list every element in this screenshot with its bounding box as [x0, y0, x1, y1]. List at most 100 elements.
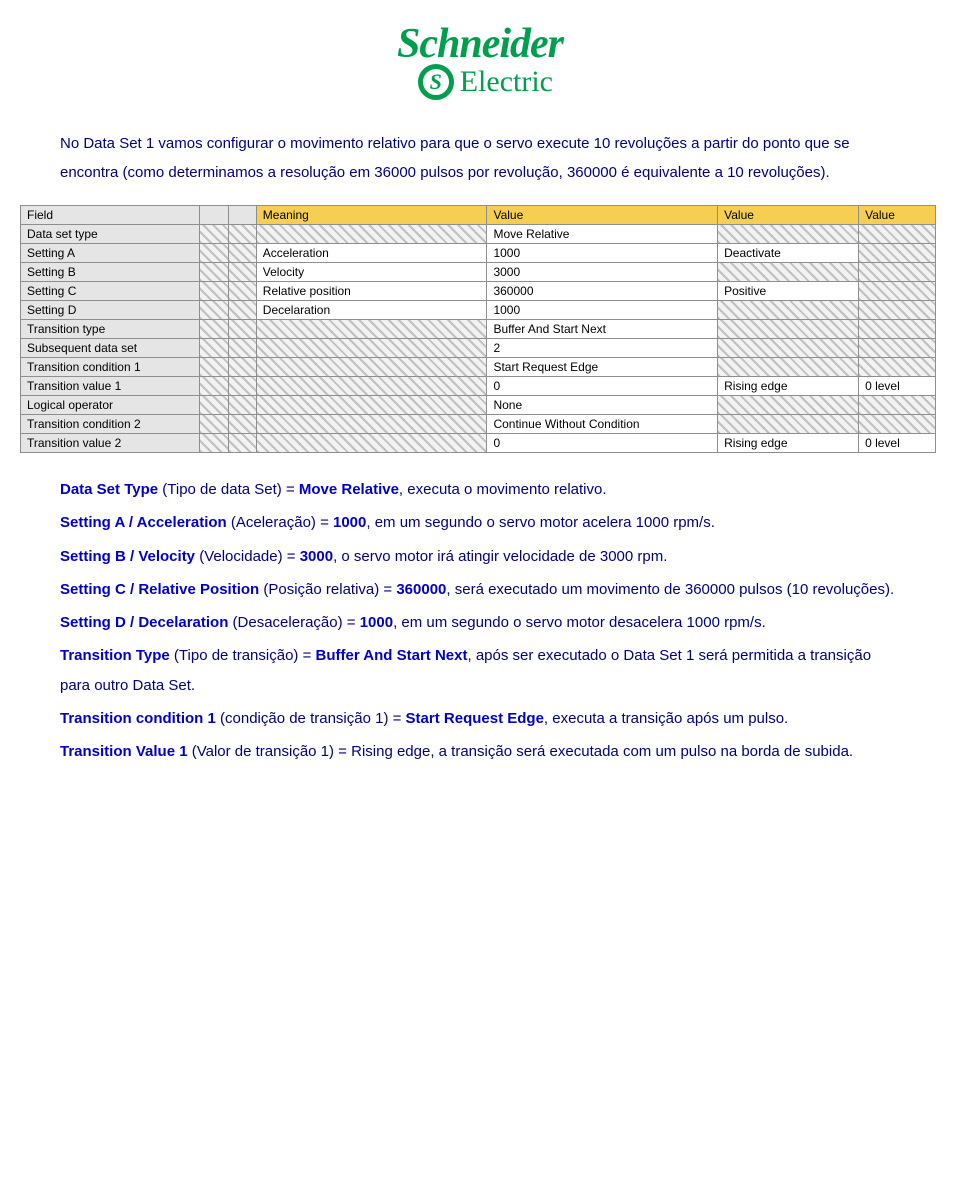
- cell-value-1: 1000: [487, 301, 718, 320]
- table-row: Transition condition 2 Continue Without C…: [21, 415, 936, 434]
- header-value: Value: [487, 206, 718, 225]
- cell-value-1: Start Request Edge: [487, 358, 718, 377]
- cell-meaning: [256, 434, 487, 453]
- intro-paragraph: No Data Set 1 vamos configurar o movimen…: [60, 130, 900, 187]
- cell-hatch: [200, 225, 228, 244]
- cell-field: Setting A: [21, 244, 200, 263]
- cell-hatch: [228, 434, 256, 453]
- cell-value-3: [859, 415, 936, 434]
- cell-value-1: 360000: [487, 282, 718, 301]
- cell-hatch: [200, 244, 228, 263]
- cell-value-3: 0 level: [859, 434, 936, 453]
- table-row: Transition type Buffer And Start Next: [21, 320, 936, 339]
- cell-value-3: [859, 225, 936, 244]
- cell-value-2: [718, 358, 859, 377]
- cell-hatch: [228, 320, 256, 339]
- cell-meaning: Relative position: [256, 282, 487, 301]
- cell-value-1: Buffer And Start Next: [487, 320, 718, 339]
- cell-value-1: None: [487, 396, 718, 415]
- cell-value-3: [859, 320, 936, 339]
- cell-value-1: 1000: [487, 244, 718, 263]
- cell-value-1: Move Relative: [487, 225, 718, 244]
- line-transition-type: Transition Type (Tipo de transição) = Bu…: [60, 641, 900, 700]
- cell-meaning: Velocity: [256, 263, 487, 282]
- cell-value-3: 0 level: [859, 377, 936, 396]
- cell-meaning: [256, 415, 487, 434]
- cell-meaning: [256, 339, 487, 358]
- cell-field: Transition type: [21, 320, 200, 339]
- cell-field: Logical operator: [21, 396, 200, 415]
- line-setting-a: Setting A / Acceleration (Aceleração) = …: [60, 508, 900, 537]
- cell-value-2: Rising edge: [718, 434, 859, 453]
- line-data-set-type: Data Set Type (Tipo de data Set) = Move …: [60, 475, 900, 504]
- cell-hatch: [228, 301, 256, 320]
- cell-meaning: [256, 377, 487, 396]
- cell-hatch: [200, 263, 228, 282]
- cell-hatch: [200, 396, 228, 415]
- cell-meaning: [256, 396, 487, 415]
- cell-hatch: [228, 396, 256, 415]
- cell-meaning: [256, 320, 487, 339]
- cell-hatch: [200, 282, 228, 301]
- table-row: Setting B Velocity3000: [21, 263, 936, 282]
- cell-value-2: Positive: [718, 282, 859, 301]
- cell-meaning: [256, 358, 487, 377]
- cell-hatch: [228, 358, 256, 377]
- logo-icon: S: [418, 64, 454, 100]
- line-setting-c: Setting C / Relative Position (Posição r…: [60, 575, 900, 604]
- cell-field: Data set type: [21, 225, 200, 244]
- cell-field: Setting D: [21, 301, 200, 320]
- cell-hatch: [200, 320, 228, 339]
- cell-value-2: [718, 396, 859, 415]
- line-transition-cond-1: Transition condition 1 (condição de tran…: [60, 704, 900, 733]
- cell-meaning: Decelaration: [256, 301, 487, 320]
- header-spacer: [200, 206, 228, 225]
- cell-hatch: [228, 263, 256, 282]
- cell-meaning: [256, 225, 487, 244]
- table-row: Setting D Decelaration1000: [21, 301, 936, 320]
- cell-value-3: [859, 263, 936, 282]
- cell-field: Transition condition 2: [21, 415, 200, 434]
- header-field: Field: [21, 206, 200, 225]
- line-setting-d: Setting D / Decelaration (Desaceleração)…: [60, 608, 900, 637]
- cell-hatch: [228, 415, 256, 434]
- table-row: Data set type Move Relative: [21, 225, 936, 244]
- cell-value-3: [859, 396, 936, 415]
- cell-value-3: [859, 244, 936, 263]
- cell-hatch: [228, 282, 256, 301]
- table-row: Transition condition 1Start Request Edge: [21, 358, 936, 377]
- cell-value-1: 2: [487, 339, 718, 358]
- cell-hatch: [228, 339, 256, 358]
- table-row: Setting C Relative position360000Positive: [21, 282, 936, 301]
- cell-value-1: 0: [487, 377, 718, 396]
- cell-value-2: [718, 263, 859, 282]
- cell-value-2: [718, 339, 859, 358]
- cell-field: Transition value 2: [21, 434, 200, 453]
- table-row: Logical operator None: [21, 396, 936, 415]
- line-setting-b: Setting B / Velocity (Velocidade) = 3000…: [60, 542, 900, 571]
- cell-hatch: [200, 434, 228, 453]
- table-row: Transition value 10Rising edge0 level: [21, 377, 936, 396]
- cell-value-2: [718, 301, 859, 320]
- cell-value-2: Deactivate: [718, 244, 859, 263]
- table-header-row: Field Meaning Value Value Value: [21, 206, 936, 225]
- cell-field: Setting C: [21, 282, 200, 301]
- cell-value-1: 3000: [487, 263, 718, 282]
- cell-value-1: 0: [487, 434, 718, 453]
- cell-hatch: [200, 377, 228, 396]
- cell-hatch: [228, 244, 256, 263]
- cell-value-3: [859, 339, 936, 358]
- table-row: Transition value 2 0Rising edge0 level: [21, 434, 936, 453]
- cell-value-2: [718, 320, 859, 339]
- cell-value-1: Continue Without Condition: [487, 415, 718, 434]
- data-set-table: Field Meaning Value Value Value Data set…: [20, 205, 936, 453]
- cell-value-2: Rising edge: [718, 377, 859, 396]
- cell-value-2: [718, 225, 859, 244]
- cell-field: Setting B: [21, 263, 200, 282]
- logo-text-sub: Electric: [460, 65, 553, 99]
- cell-hatch: [228, 377, 256, 396]
- logo: Schneider S Electric: [60, 20, 900, 100]
- header-spacer: [228, 206, 256, 225]
- cell-field: Subsequent data set: [21, 339, 200, 358]
- cell-value-2: [718, 415, 859, 434]
